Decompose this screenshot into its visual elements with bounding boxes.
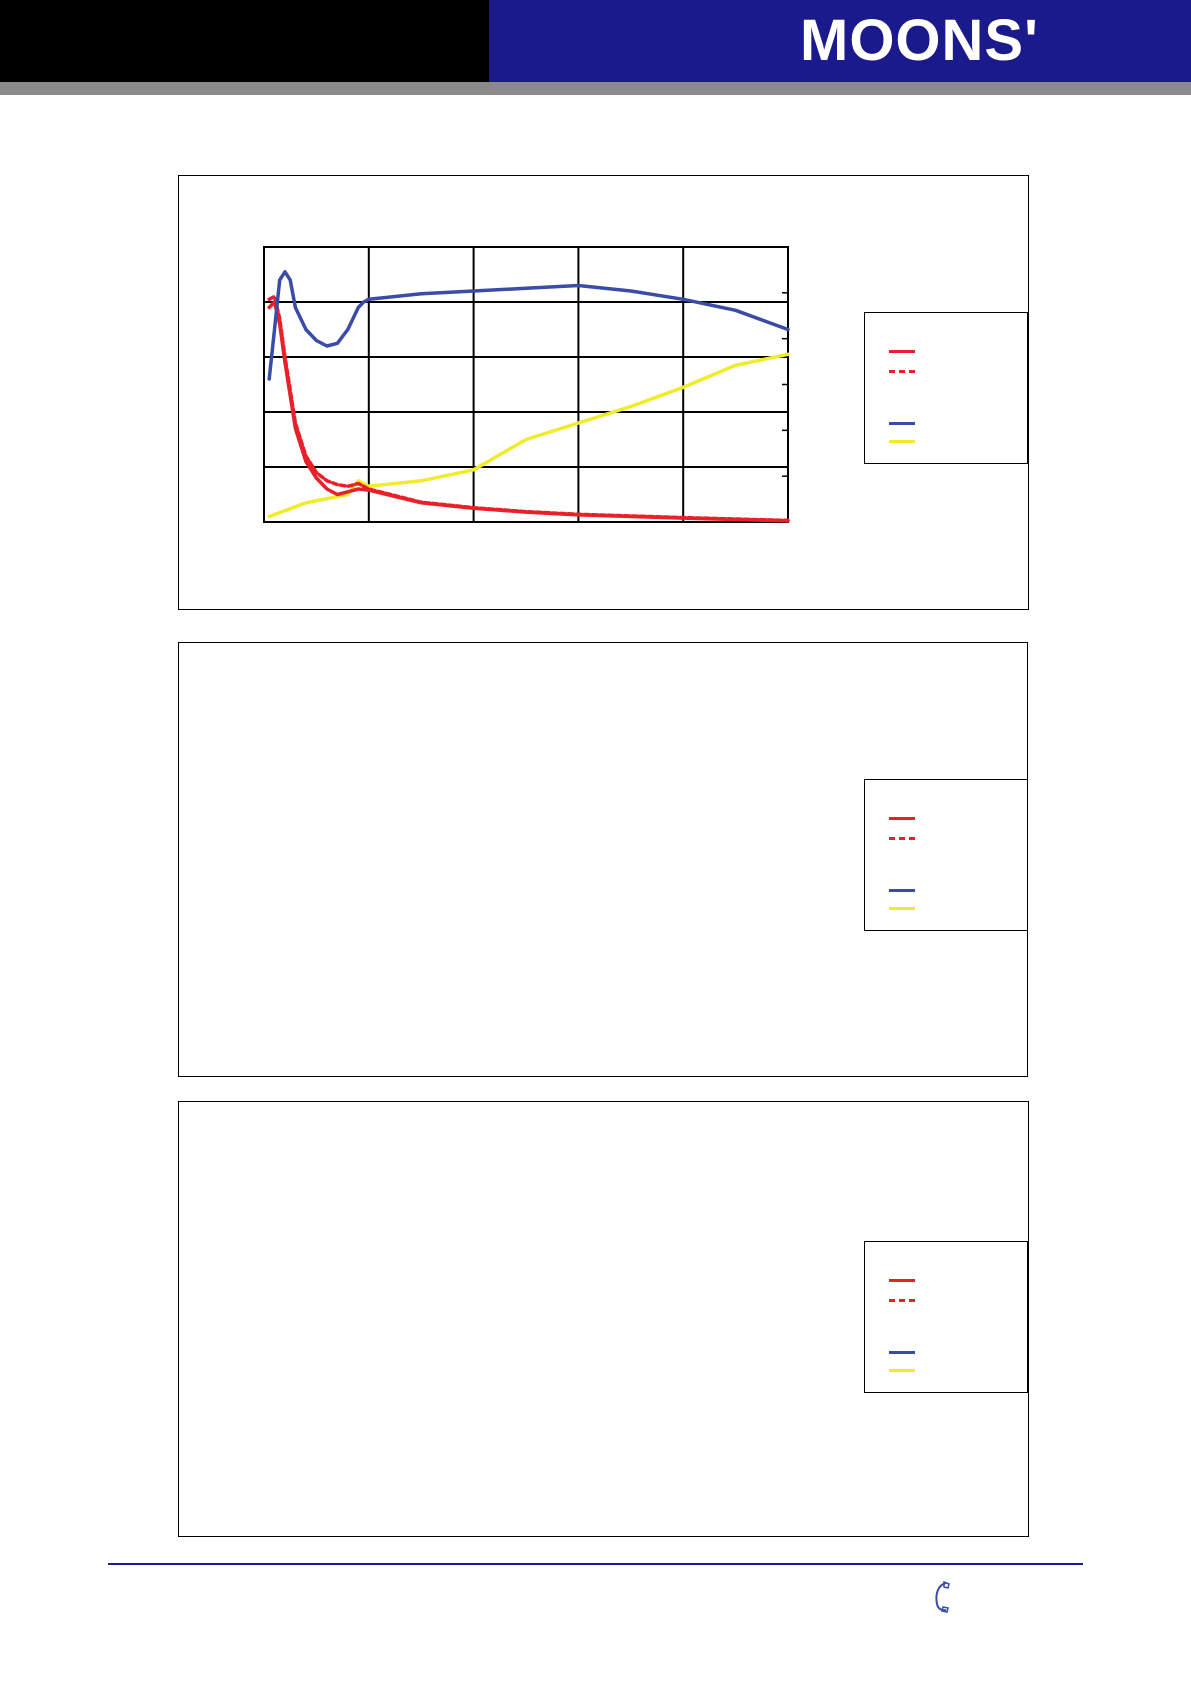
footer-divider [108,1563,1083,1565]
phone-icon [935,1580,950,1613]
legend-2-red-solid [889,817,915,820]
legend-3 [864,1241,1028,1393]
legend-1 [864,312,1028,464]
header-divider [0,82,1191,95]
legend-2-blue [889,889,915,892]
legend-1-yellow [889,440,915,443]
brand-logo: MOONS' [800,8,1039,73]
legend-3-blue [889,1351,915,1354]
header-left-band [0,0,489,82]
legend-3-red-dashed [889,1299,915,1302]
legend-3-red-solid [889,1279,915,1282]
legend-2-red-dashed [889,837,915,840]
header-right-band [489,0,1191,82]
legend-1-red-dashed [889,370,915,373]
legend-1-blue [889,422,915,425]
legend-1-red-solid [889,350,915,353]
legend-2 [864,779,1028,931]
legend-3-yellow [889,1369,915,1372]
legend-2-yellow [889,907,915,910]
